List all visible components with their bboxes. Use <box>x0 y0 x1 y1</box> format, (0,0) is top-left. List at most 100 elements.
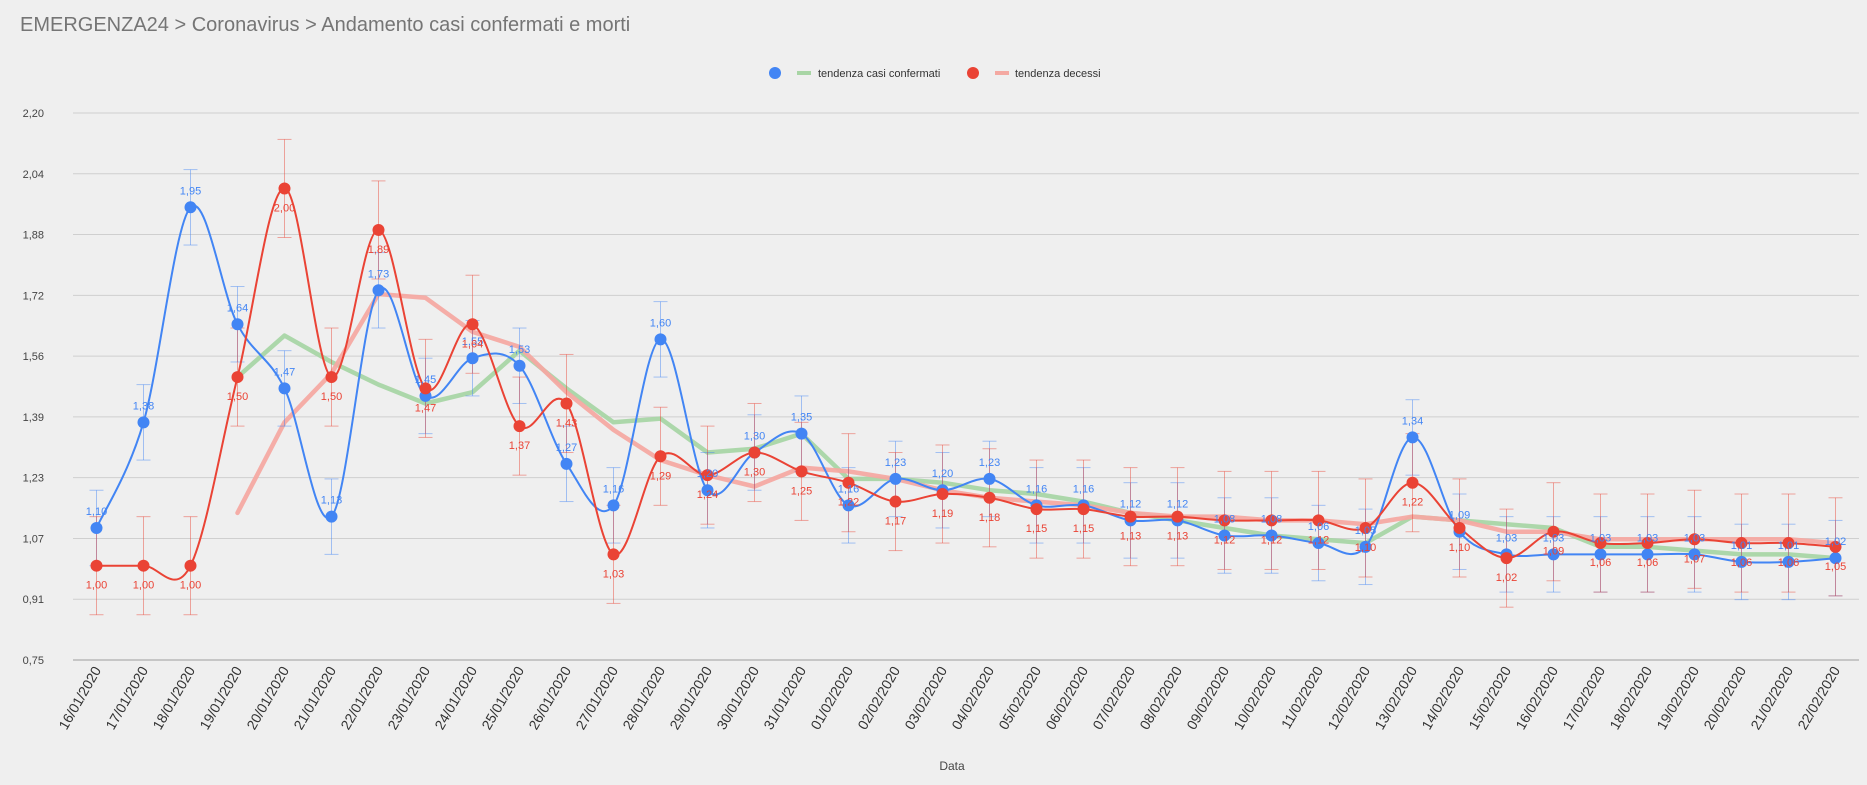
data-labels: 1,10 1,38 1,95 1,64 1,47 1,13 1,73 1,45 1,55 1,53… <box>86 185 1846 591</box>
confirmed-data-label: 1,08 <box>1261 514 1282 526</box>
deaths-data-label: 1,47 <box>415 402 436 414</box>
deaths-data-label: 1,15 <box>1073 523 1094 535</box>
confirmed-data-label: 1,10 <box>86 506 107 518</box>
confirmed-data-label: 1,12 <box>1120 498 1141 510</box>
deaths-data-label: 1,12 <box>1261 534 1282 546</box>
deaths-data-label: 1,06 <box>1778 557 1799 569</box>
confirmed-data-label: 1,38 <box>133 400 154 412</box>
confirmed-data-label: 1,16 <box>1026 483 1047 495</box>
deaths-data-point <box>654 450 667 463</box>
confirmed-data-point <box>90 521 103 534</box>
confirmed-data-label: 1,03 <box>1543 532 1564 544</box>
x-tick-label: 19/01/2020 <box>196 663 245 732</box>
x-tick-label: 05/02/2020 <box>995 663 1044 732</box>
deaths-data-point <box>1735 537 1748 550</box>
deaths-data-label: 1,50 <box>227 391 248 403</box>
deaths-data-point <box>1359 521 1372 534</box>
x-tick-label: 30/01/2020 <box>713 663 762 732</box>
x-tick-label: 09/02/2020 <box>1183 663 1232 732</box>
confirmed-data-point <box>1312 537 1325 550</box>
x-tick-label: 16/02/2020 <box>1512 663 1561 732</box>
deaths-data-point <box>1077 503 1090 516</box>
confirmed-data-label: 1,16 <box>1073 483 1094 495</box>
deaths-data-point <box>842 476 855 489</box>
confirmed-data-point <box>137 416 150 429</box>
y-tick-label: 2,04 <box>23 169 44 181</box>
x-tick-label: 23/01/2020 <box>384 663 433 732</box>
confirmed-data-point <box>1265 529 1278 542</box>
confirmed-data-label: 1,05 <box>1355 525 1376 537</box>
x-tick-label: 08/02/2020 <box>1136 663 1185 732</box>
confirmed-data-point <box>701 484 714 497</box>
confirmed-data-label: 1,30 <box>744 431 765 443</box>
deaths-data-point <box>231 371 244 384</box>
confirmed-data-label: 1,16 <box>838 483 859 495</box>
y-tick-label: 1,39 <box>23 412 44 424</box>
legend-label-confirmed-trend: tendenza casi confermati <box>818 68 940 80</box>
deaths-data-label: 1,89 <box>368 244 389 256</box>
confirmed-data-point <box>278 382 291 395</box>
confirmed-data-point <box>1406 431 1419 444</box>
deaths-data-point <box>1641 537 1654 550</box>
y-tick-label: 1,07 <box>23 533 44 545</box>
deaths-data-point <box>1312 514 1325 527</box>
y-tick-label: 1,23 <box>23 473 44 485</box>
confirmed-data-point <box>466 352 479 365</box>
confirmed-data-point <box>1641 548 1654 561</box>
x-tick-label: 22/02/2020 <box>1794 663 1843 732</box>
deaths-data-label: 1,37 <box>509 440 530 452</box>
deaths-data-point <box>1171 510 1184 523</box>
deaths-data-label: 1,29 <box>650 470 671 482</box>
x-tick-label: 21/01/2020 <box>290 663 339 732</box>
x-tick-label: 14/02/2020 <box>1418 663 1467 732</box>
deaths-data-point <box>466 318 479 331</box>
deaths-data-point <box>1594 537 1607 550</box>
x-tick-label: 10/02/2020 <box>1230 663 1279 732</box>
x-tick-label: 01/02/2020 <box>807 663 856 732</box>
confirmed-data-label: 1,03 <box>1496 532 1517 544</box>
deaths-data-label: 1,00 <box>133 580 154 592</box>
deaths-data-point <box>184 559 197 572</box>
deaths-data-label: 1,06 <box>1731 557 1752 569</box>
deaths-data-point <box>1782 537 1795 550</box>
deaths-data-label: 1,06 <box>1637 557 1658 569</box>
confirmed-data-label: 1,06 <box>1308 521 1329 533</box>
confirmed-data-label: 1,09 <box>1449 510 1470 522</box>
x-tick-label: 27/01/2020 <box>572 663 621 732</box>
confirmed-data-label: 1,03 <box>1684 532 1705 544</box>
deaths-data-label: 1,17 <box>885 516 906 528</box>
deaths-data-point <box>560 397 573 410</box>
page-title: EMERGENZA24 > Coronavirus > Andamento ca… <box>20 14 631 36</box>
x-axis-ticks: 16/01/202017/01/202018/01/202019/01/2020… <box>55 663 1843 732</box>
x-tick-label: 19/02/2020 <box>1653 663 1702 732</box>
x-tick-label: 25/01/2020 <box>478 663 527 732</box>
x-tick-label: 03/02/2020 <box>901 663 950 732</box>
confirmed-data-point <box>983 472 996 485</box>
deaths-data-label: 1,24 <box>697 489 718 501</box>
deaths-data-label: 1,10 <box>1355 542 1376 554</box>
deaths-data-point <box>889 495 902 508</box>
confirmed-data-point <box>1359 540 1372 553</box>
confirmed-data-label: 1,20 <box>697 468 718 480</box>
x-tick-label: 31/01/2020 <box>760 663 809 732</box>
deaths-data-point <box>1688 533 1701 546</box>
confirmed-data-point <box>1829 552 1842 565</box>
legend-marker-deaths <box>967 67 979 79</box>
y-axis-ticks: 0,75 0,91 1,07 1,23 1,39 1,56 1,72 1,88 2,04 2,20 <box>23 108 44 667</box>
confirmed-data-point <box>1218 529 1231 542</box>
confirmed-data-label: 1,01 <box>1731 540 1752 552</box>
series-lines <box>95 187 1836 581</box>
confirmed-data-point <box>231 318 244 331</box>
confirmed-data-label: 1,27 <box>556 442 577 454</box>
confirmed-data-point <box>325 510 338 523</box>
confirmed-data-label: 1,01 <box>1778 540 1799 552</box>
confirmed-data-label: 1,20 <box>932 468 953 480</box>
confirmed-data-point <box>607 499 620 512</box>
deaths-data-label: 1,15 <box>1026 523 1047 535</box>
y-tick-label: 1,56 <box>23 351 44 363</box>
confirmed-data-label: 1,47 <box>274 366 295 378</box>
deaths-data-point <box>513 420 526 433</box>
deaths-data-point <box>936 488 949 501</box>
deaths-data-point <box>1829 540 1842 553</box>
